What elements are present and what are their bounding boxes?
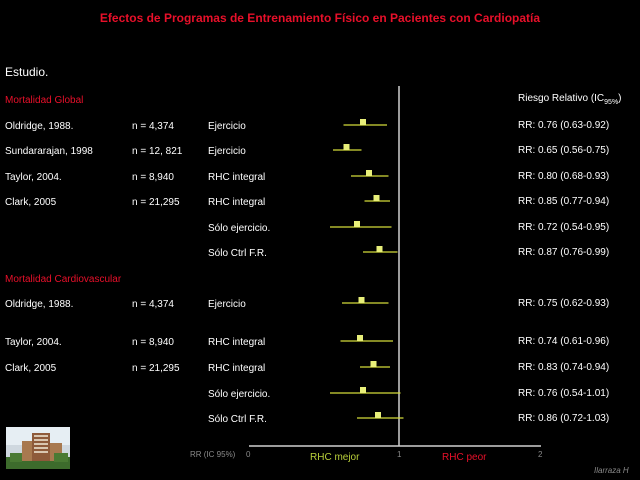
study-name: Clark, 2005 [5, 363, 57, 374]
intervention: RHC integral [208, 197, 266, 208]
intervention: Sólo ejercicio. [208, 389, 271, 400]
study-name: Taylor, 2004. [5, 172, 62, 183]
favors-right-label: RHC peor [442, 452, 487, 463]
point-estimate-marker [373, 195, 380, 201]
rr-value: RR: 0.74 (0.61-0.96) [518, 336, 610, 347]
point-estimate-marker [360, 119, 366, 125]
rr-value: RR: 0.86 (0.72-1.03) [518, 413, 610, 424]
sample-size: n = 8,940 [132, 172, 174, 183]
estudio-heading: Estudio. [5, 65, 49, 79]
rr-value: RR: 0.75 (0.62-0.93) [518, 298, 610, 309]
intervention: Ejercicio [208, 299, 246, 310]
x-tick-label: 1 [397, 450, 402, 459]
rr-value: RR: 0.87 (0.76-0.99) [518, 247, 610, 258]
sample-size: n = 4,374 [132, 121, 174, 132]
rr-value: RR: 0.80 (0.68-0.93) [518, 171, 610, 182]
rr-value: RR: 0.76 (0.63-0.92) [518, 120, 610, 131]
point-estimate-marker [376, 246, 383, 252]
point-estimate-marker [375, 412, 381, 418]
section-title-cardiovascular: Mortalidad Cardiovascular [5, 274, 122, 285]
intervention: Sólo Ctrl F.R. [208, 414, 267, 425]
sample-size: n = 21,295 [132, 197, 180, 208]
study-name: Oldridge, 1988. [5, 121, 74, 132]
point-estimate-marker [360, 387, 366, 393]
rr-value: RR: 0.76 (0.54-1.01) [518, 388, 610, 399]
hospital-logo-image [6, 427, 70, 469]
intervention: RHC integral [208, 363, 266, 374]
intervention: Ejercicio [208, 121, 246, 132]
study-name: Oldridge, 1988. [5, 299, 74, 310]
favors-left-label: RHC mejor [310, 452, 360, 463]
sample-size: n = 4,374 [132, 299, 174, 310]
x-tick-label: 2 [538, 450, 543, 459]
intervention: RHC integral [208, 172, 266, 183]
study-name: Taylor, 2004. [5, 337, 62, 348]
intervention: RHC integral [208, 337, 266, 348]
intervention: Sólo Ctrl F.R. [208, 248, 267, 259]
point-estimate-marker [358, 297, 365, 303]
intervention: Sólo ejercicio. [208, 223, 271, 234]
rr-value: RR: 0.65 (0.56-0.75) [518, 145, 610, 156]
x-tick-label: 0 [246, 450, 251, 459]
point-estimate-marker [354, 221, 360, 227]
point-estimate-marker [357, 335, 363, 341]
rr-value: RR: 0.85 (0.77-0.94) [518, 196, 610, 207]
study-name: Sundararajan, 1998 [5, 146, 93, 157]
rr-column-header: Riesgo Relativo (IC95%) [518, 93, 622, 106]
slide-title: Efectos de Programas de Entrenamiento Fí… [99, 11, 541, 25]
study-name: Clark, 2005 [5, 197, 57, 208]
section-title-global: Mortalidad Global [5, 95, 84, 106]
intervention: Ejercicio [208, 146, 246, 157]
rr-value: RR: 0.83 (0.74-0.94) [518, 362, 610, 373]
author-credit: Ilarraza H [594, 466, 629, 475]
axis-label: RR (IC 95%) [190, 450, 236, 459]
point-estimate-marker [370, 361, 377, 367]
sample-size: n = 12, 821 [132, 146, 183, 157]
point-estimate-marker [343, 144, 350, 150]
sample-size: n = 21,295 [132, 363, 180, 374]
rr-value: RR: 0.72 (0.54-0.95) [518, 222, 610, 233]
point-estimate-marker [366, 170, 372, 176]
sample-size: n = 8,940 [132, 337, 174, 348]
